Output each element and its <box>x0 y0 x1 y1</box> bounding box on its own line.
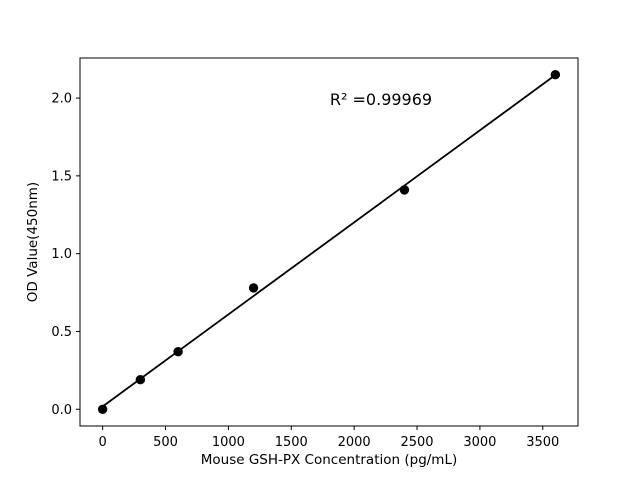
data-series <box>97 70 561 414</box>
fit-line <box>101 74 557 408</box>
y-tick-label: 1.0 <box>51 247 72 262</box>
plot-border <box>79 57 579 427</box>
x-tick-label: 500 <box>153 435 178 450</box>
axis-ticks: 0 500 1000 1500 2000 2500 3000 3500 0.0 0.5 1.0 1.5… <box>51 92 559 450</box>
x-axis-label: Mouse GSH-PX Concentration (pg/mL) <box>201 452 458 468</box>
data-point <box>173 346 183 357</box>
x-tick-label: 2500 <box>400 435 433 450</box>
r-squared-annotation: R² =0.99969 <box>330 90 432 109</box>
y-tick-label: 2.0 <box>51 92 72 107</box>
data-point <box>248 283 259 293</box>
data-point <box>135 375 146 385</box>
x-tick-label: 3500 <box>526 435 559 450</box>
y-tick-label: 1.5 <box>51 169 72 184</box>
data-point <box>550 70 561 80</box>
y-tick-label: 0.0 <box>51 403 72 418</box>
y-axis-label: OD Value(450nm) <box>25 182 41 302</box>
x-tick-label: 3000 <box>463 435 496 450</box>
x-tick-label: 0 <box>98 435 106 450</box>
data-point <box>399 185 410 195</box>
x-tick-label: 1000 <box>212 435 245 450</box>
x-tick-label: 1500 <box>275 435 308 450</box>
x-tick-label: 2000 <box>338 435 371 450</box>
data-point <box>97 404 108 414</box>
y-tick-label: 0.5 <box>51 325 72 340</box>
